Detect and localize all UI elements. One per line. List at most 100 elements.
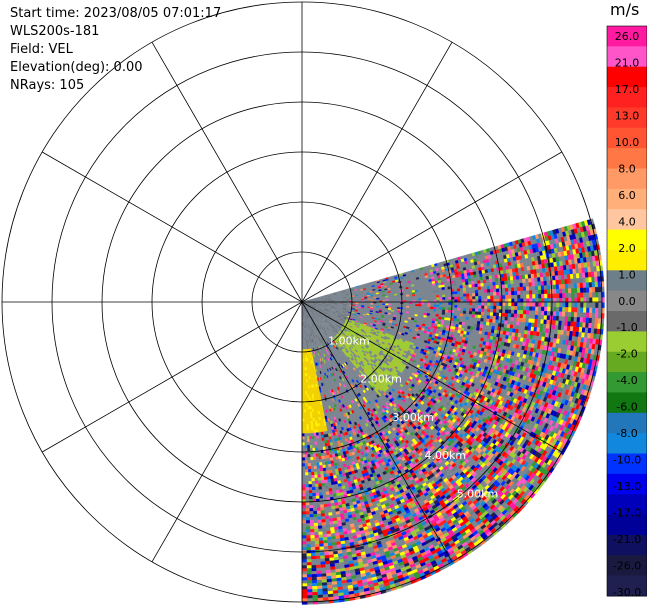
velocity-gate xyxy=(457,302,461,306)
velocity-gate xyxy=(397,302,401,305)
velocity-gate xyxy=(594,281,599,288)
velocity-gate xyxy=(486,289,491,293)
velocity-gate xyxy=(478,295,482,300)
velocity-gate xyxy=(514,302,518,307)
velocity-gate xyxy=(523,310,527,315)
velocity-gate xyxy=(502,291,506,296)
velocity-gate xyxy=(458,279,463,284)
velocity-gate xyxy=(415,295,419,299)
velocity-gate xyxy=(588,317,593,324)
velocity-gate xyxy=(453,285,458,290)
velocity-gate xyxy=(409,304,413,307)
velocity-gate xyxy=(543,315,548,321)
velocity-gate xyxy=(595,302,599,309)
velocity-gate xyxy=(487,292,491,297)
velocity-gate xyxy=(468,317,472,321)
velocity-gate xyxy=(519,321,523,327)
velocity-gate xyxy=(480,286,485,290)
velocity-gate xyxy=(424,304,428,307)
velocity-gate xyxy=(468,319,472,324)
velocity-gate xyxy=(580,307,584,313)
velocity-gate xyxy=(564,283,569,289)
velocity-gate xyxy=(585,277,590,283)
velocity-gate xyxy=(592,302,596,309)
velocity-gate xyxy=(516,317,521,322)
velocity-gate xyxy=(525,282,530,287)
velocity-gate xyxy=(594,286,599,293)
velocity-gate xyxy=(528,286,533,291)
velocity-gate xyxy=(482,276,487,281)
velocity-gate xyxy=(487,308,491,313)
velocity-gate xyxy=(533,322,538,328)
velocity-gate xyxy=(531,277,535,283)
velocity-gate xyxy=(522,318,527,323)
velocity-gate xyxy=(598,292,602,298)
velocity-gate xyxy=(430,304,434,308)
velocity-gate xyxy=(544,293,548,299)
velocity-gate xyxy=(538,302,542,308)
velocity-gate xyxy=(462,316,466,320)
velocity-gate xyxy=(468,311,473,315)
velocity-gate xyxy=(516,313,521,319)
velocity-gate xyxy=(444,312,449,316)
velocity-gate xyxy=(411,292,416,295)
velocity-gate xyxy=(485,321,490,326)
velocity-data-layer xyxy=(301,218,605,605)
velocity-gate xyxy=(444,286,449,290)
velocity-gate xyxy=(391,302,395,305)
velocity-gate xyxy=(511,291,515,296)
velocity-gate xyxy=(502,295,506,300)
velocity-gate xyxy=(514,291,518,296)
velocity-gate xyxy=(477,283,482,288)
velocity-gate xyxy=(510,313,515,318)
velocity-gate xyxy=(534,277,538,283)
velocity-gate xyxy=(502,309,506,314)
velocity-gate xyxy=(438,309,443,313)
velocity-gate xyxy=(442,294,446,298)
velocity-gate xyxy=(471,317,475,321)
velocity-gate xyxy=(466,296,470,300)
velocity-gate xyxy=(515,275,520,280)
velocity-gate xyxy=(511,309,515,314)
velocity-gate xyxy=(436,297,440,301)
velocity-gate xyxy=(447,289,452,293)
velocity-gate xyxy=(579,317,584,323)
velocity-gate xyxy=(558,279,563,285)
velocity-gate xyxy=(540,276,544,282)
velocity-gate xyxy=(532,290,536,295)
velocity-gate xyxy=(559,293,563,299)
velocity-gate xyxy=(523,290,527,295)
velocity-gate xyxy=(567,321,571,327)
velocity-gate xyxy=(574,307,578,313)
velocity-gate xyxy=(553,293,557,299)
velocity-gate xyxy=(576,321,580,328)
velocity-gate xyxy=(520,290,524,296)
velocity-gate xyxy=(505,302,509,307)
velocity-gate xyxy=(433,302,437,305)
velocity-gate xyxy=(456,282,460,287)
velocity-gate xyxy=(432,290,437,294)
velocity-gate xyxy=(430,292,434,296)
velocity-gate xyxy=(513,321,517,326)
velocity-gate xyxy=(463,305,467,309)
velocity-gate xyxy=(547,289,551,295)
velocity-gate xyxy=(427,304,431,308)
velocity-gate xyxy=(445,304,449,308)
velocity-gate xyxy=(519,279,523,284)
velocity-gate xyxy=(459,316,463,320)
velocity-gate xyxy=(436,304,440,308)
velocity-gate xyxy=(456,313,461,317)
velocity-gate xyxy=(412,294,416,297)
velocity-gate xyxy=(564,316,569,322)
velocity-gate xyxy=(478,302,482,306)
velocity-gate xyxy=(459,318,463,323)
velocity-gate xyxy=(505,309,509,314)
velocity-gate xyxy=(537,281,542,287)
velocity-gate xyxy=(491,278,496,283)
velocity-gate xyxy=(480,283,484,287)
velocity-gate xyxy=(544,306,548,312)
velocity-gate xyxy=(585,312,590,319)
velocity-gate xyxy=(448,291,452,295)
velocity-gate xyxy=(472,305,476,309)
velocity-gate xyxy=(465,313,470,318)
